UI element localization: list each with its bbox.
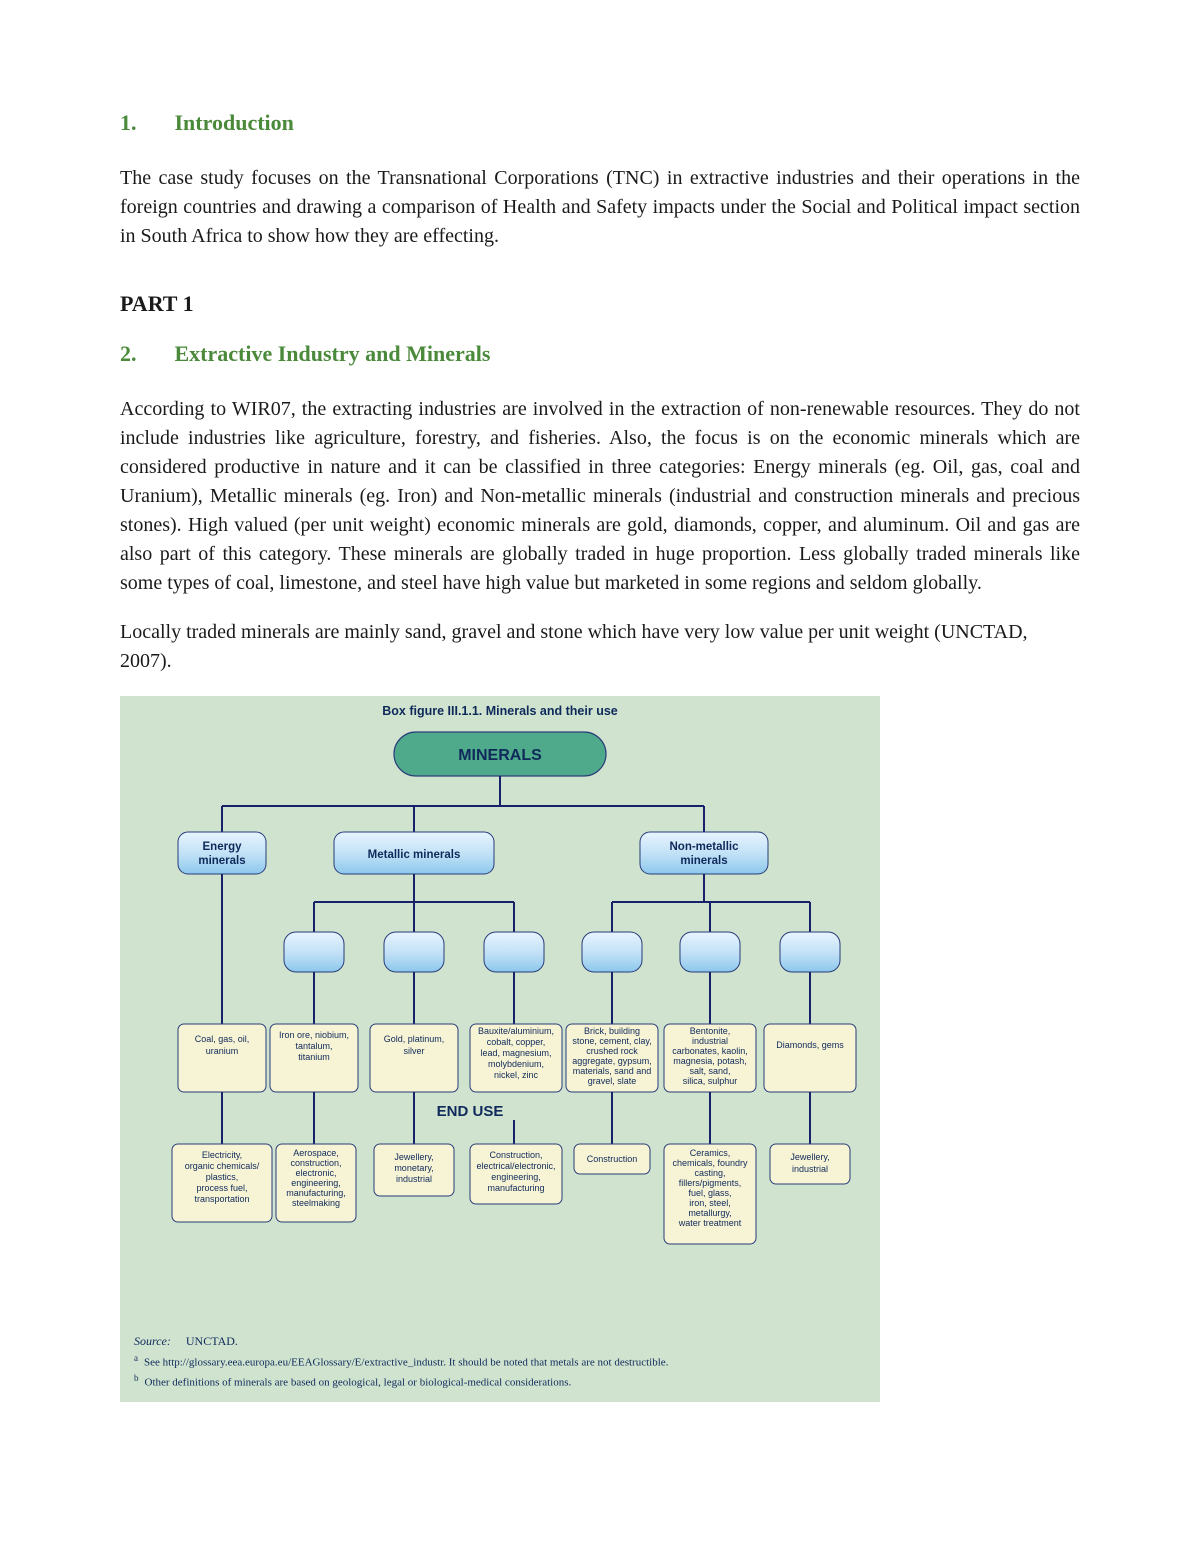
svg-text:Bentonite,: Bentonite, [690,1026,731,1036]
svg-text:casting,: casting, [694,1168,725,1178]
section-1-heading: 1. Introduction [120,110,1080,136]
svg-text:Energy: Energy [203,841,243,853]
svg-text:Metallic minerals: Metallic minerals [368,849,461,861]
section-2-para-a: According to WIR07, the extracting indus… [120,395,1080,598]
svg-text:lead, magnesium,: lead, magnesium, [480,1048,551,1058]
end-box-7: Jewellery, industrial [770,1144,850,1184]
svg-text:titanium: titanium [298,1052,330,1062]
svg-text:monetary,: monetary, [394,1163,433,1173]
svg-text:molybdenium,: molybdenium, [488,1059,544,1069]
svg-text:iron, steel,: iron, steel, [689,1198,731,1208]
diagram-source: Source: UNCTAD. [134,1334,866,1349]
section-1-number: 1. [120,110,137,136]
svg-text:uranium: uranium [206,1046,239,1056]
svg-text:cobalt, copper,: cobalt, copper, [487,1037,546,1047]
mid-box-2: Iron ore, niobium, tantalum, titanium [270,1024,358,1092]
end-box-2: Aerospace, construction, electronic, eng… [276,1144,356,1222]
svg-text:Jewellery,: Jewellery, [394,1152,433,1162]
svg-text:Coal, gas, oil,: Coal, gas, oil, [195,1034,250,1044]
svg-text:Jewellery,: Jewellery, [790,1152,829,1162]
svg-text:tantalum,: tantalum, [295,1041,332,1051]
svg-text:carbonates, kaolin,: carbonates, kaolin, [672,1046,748,1056]
svg-text:Diamonds, gems: Diamonds, gems [776,1040,844,1050]
svg-text:organic chemicals/: organic chemicals/ [185,1161,260,1171]
mid-box-3: Gold, platinum, silver [370,1024,458,1092]
minerals-diagram: Box figure III.1.1. Minerals and their u… [120,696,880,1402]
svg-text:Non-metallic: Non-metallic [669,841,739,853]
section-2-heading: 2. Extractive Industry and Minerals [120,341,1080,367]
svg-text:industrial: industrial [792,1164,828,1174]
end-box-5: Construction [574,1144,650,1174]
mid-box-5: Brick, building stone, cement, clay, cru… [566,1024,658,1092]
svg-text:manufacturing,: manufacturing, [286,1188,346,1198]
section-2-title: Extractive Industry and Minerals [175,341,491,367]
end-box-4: Construction, electrical/electronic, eng… [470,1144,562,1204]
intro-paragraph: The case study focuses on the Transnatio… [120,164,1080,251]
end-box-3: Jewellery, monetary, industrial [374,1144,454,1196]
svg-text:aggregate, gypsum,: aggregate, gypsum, [572,1056,652,1066]
svg-text:engineering,: engineering, [491,1172,541,1182]
footnote-b: bOther definitions of minerals are based… [134,1373,866,1389]
svg-text:process fuel,: process fuel, [196,1183,247,1193]
svg-text:Electricity,: Electricity, [202,1150,242,1160]
section-1-title: Introduction [175,110,294,136]
svg-text:silica, sulphur: silica, sulphur [683,1076,738,1086]
svg-text:electronic,: electronic, [295,1168,336,1178]
footnote-a: aSee http://glossary.eea.europa.eu/EEAGl… [134,1353,866,1369]
section-2-number: 2. [120,341,137,367]
svg-text:salt, sand,: salt, sand, [689,1066,730,1076]
svg-text:metallurgy,: metallurgy, [688,1208,731,1218]
mid-box-6: Bentonite, industrial carbonates, kaolin… [664,1024,756,1092]
svg-text:magnesia, potash,: magnesia, potash, [673,1056,747,1066]
svg-text:minerals: minerals [198,855,245,867]
mid-box-4: Bauxite/aluminium, cobalt, copper, lead,… [470,1024,562,1092]
section-2-para-b: Locally traded minerals are mainly sand,… [120,618,1080,676]
svg-text:fuel, glass,: fuel, glass, [688,1188,731,1198]
svg-text:nickel, zinc: nickel, zinc [494,1070,539,1080]
svg-text:chemicals, foundry: chemicals, foundry [672,1158,748,1168]
svg-text:silver: silver [403,1046,424,1056]
svg-text:Ceramics,: Ceramics, [690,1148,731,1158]
svg-text:engineering,: engineering, [291,1178,341,1188]
svg-text:gravel, slate: gravel, slate [588,1076,637,1086]
svg-text:MINERALS: MINERALS [458,747,542,764]
svg-text:fillers/pigments,: fillers/pigments, [679,1178,742,1188]
svg-text:Brick, building: Brick, building [584,1026,640,1036]
svg-text:END USE: END USE [437,1103,504,1120]
svg-text:crushed rock: crushed rock [586,1046,638,1056]
mid-box-1: Coal, gas, oil, uranium [178,1024,266,1092]
svg-text:industrial: industrial [692,1036,728,1046]
svg-text:Aerospace,: Aerospace, [293,1148,339,1158]
svg-text:minerals: minerals [680,855,727,867]
diagram-title: Box figure III.1.1. Minerals and their u… [134,704,866,718]
svg-text:construction,: construction, [290,1158,341,1168]
svg-text:stone, cement, clay,: stone, cement, clay, [572,1036,651,1046]
end-box-6: Ceramics, chemicals, foundry casting, fi… [664,1144,756,1244]
svg-text:water treatment: water treatment [678,1218,742,1228]
svg-text:Construction: Construction [587,1154,638,1164]
source-label: Source: [134,1334,171,1348]
svg-text:Iron ore, niobium,: Iron ore, niobium, [279,1030,349,1040]
svg-text:Gold, platinum,: Gold, platinum, [384,1034,445,1044]
svg-text:materials, sand and: materials, sand and [573,1066,652,1076]
svg-text:manufacturing: manufacturing [487,1183,544,1193]
source-value: UNCTAD. [186,1334,238,1348]
diagram-svg: MINERALS Energy minerals Metallic minera… [134,724,866,1324]
svg-text:industrial: industrial [396,1174,432,1184]
svg-text:steelmaking: steelmaking [292,1198,340,1208]
svg-text:electrical/electronic,: electrical/electronic, [476,1161,555,1171]
svg-text:transportation: transportation [194,1194,249,1204]
part-heading: PART 1 [120,291,1080,317]
svg-text:plastics,: plastics, [206,1172,239,1182]
mid-box-7: Diamonds, gems [764,1024,856,1092]
end-box-1: Electricity, organic chemicals/ plastics… [172,1144,272,1222]
svg-text:Construction,: Construction, [489,1150,542,1160]
svg-text:Bauxite/aluminium,: Bauxite/aluminium, [478,1026,554,1036]
